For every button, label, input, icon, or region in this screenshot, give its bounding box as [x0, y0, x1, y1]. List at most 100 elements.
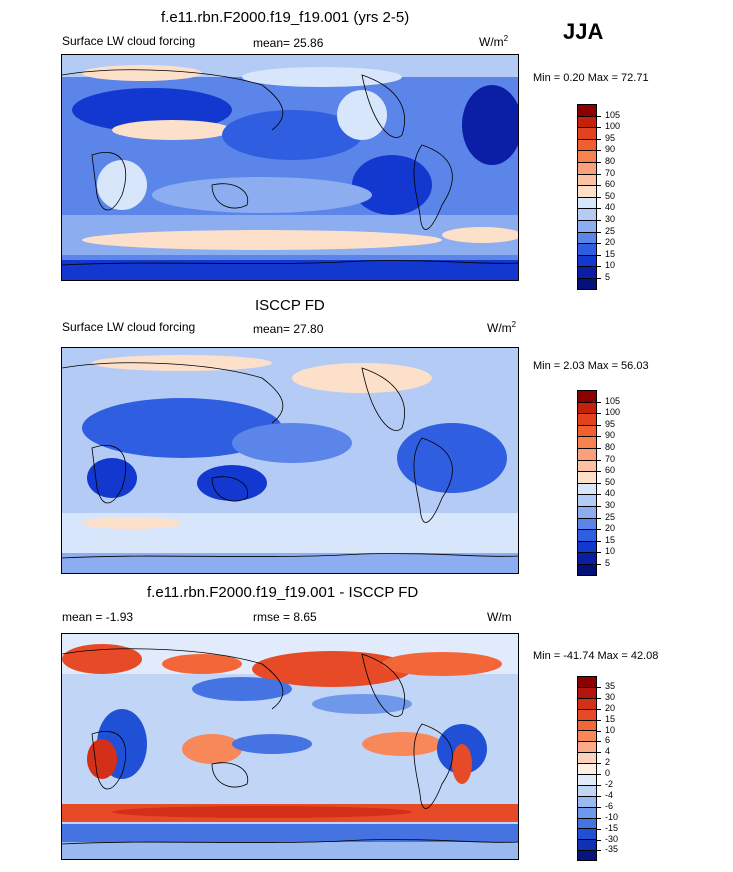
colorbar-tick [597, 220, 601, 221]
colorbar-tick [597, 785, 601, 786]
panel-2-swatch [577, 436, 597, 448]
panel-1-map-svg [62, 55, 518, 280]
colorbar-label: 25 [605, 511, 616, 522]
colorbar-tick [597, 517, 601, 519]
colorbar-tick [597, 719, 601, 721]
panel-2-map-svg [62, 348, 518, 573]
panel-3-minmax: Min = -41.74 Max = 42.08 [533, 650, 659, 662]
panel-3-swatch [577, 708, 597, 720]
colorbar-tick [597, 686, 601, 688]
panel-2-colorbar [577, 390, 597, 576]
colorbar-label: -4 [605, 789, 614, 800]
colorbar-tick [597, 697, 601, 699]
colorbar-label: 30 [605, 214, 616, 224]
colorbar-label: 80 [605, 442, 616, 452]
colorbar-tick [597, 552, 601, 554]
colorbar-label: 5 [605, 272, 611, 282]
colorbar-label: 4 [605, 746, 611, 757]
colorbar-tick [597, 254, 601, 256]
panel-3-swatch [577, 752, 597, 764]
colorbar-label: 50 [605, 476, 616, 487]
panel-1-map [61, 54, 519, 281]
colorbar-label: 95 [605, 418, 616, 429]
panel-3-units: W/m [487, 610, 512, 624]
panel-2-title: ISCCP FD [255, 297, 325, 314]
colorbar-tick [597, 127, 601, 129]
colorbar-tick [597, 741, 601, 743]
panel-1-swatch [577, 231, 597, 244]
panel-1-swatch [577, 115, 597, 128]
panel-2-swatch [577, 505, 597, 518]
panel-1-swatch [577, 185, 597, 197]
panel-2-swatch [577, 494, 597, 506]
colorbar-tick [597, 173, 601, 175]
colorbar-label: 6 [605, 735, 611, 746]
panel-3-swatch [577, 719, 597, 731]
panel-3-swatch [577, 839, 597, 851]
colorbar-label: -10 [605, 811, 619, 822]
panel-1-units: W/m2 [479, 34, 509, 49]
colorbar-label: 30 [605, 500, 616, 510]
panel-2-swatch [577, 563, 597, 576]
panel-3-swatch [577, 676, 597, 687]
colorbar-label: 20 [605, 702, 616, 713]
colorbar-label: 10 [605, 260, 616, 271]
colorbar-label: 30 [605, 691, 616, 702]
panel-1-swatch [577, 243, 597, 255]
colorbar-label: 15 [605, 534, 616, 545]
colorbar-label: 10 [605, 546, 616, 557]
colorbar-tick [597, 817, 601, 819]
colorbar-label: 10 [605, 724, 616, 735]
panel-2-swatch [577, 540, 597, 553]
panel-1-mean: mean= 25.86 [253, 36, 324, 50]
panel-2-minmax: Min = 2.03 Max = 56.03 [533, 360, 649, 372]
panel-3-swatch [577, 774, 597, 785]
colorbar-tick [597, 150, 601, 152]
colorbar-label: 60 [605, 465, 616, 476]
colorbar-tick [597, 795, 601, 797]
colorbar-label: 70 [605, 453, 616, 464]
panel-3-swatch [577, 763, 597, 775]
colorbar-label: 95 [605, 132, 616, 143]
colorbar-tick [597, 529, 601, 531]
colorbar-label: 15 [605, 713, 616, 724]
colorbar-tick [597, 413, 601, 415]
colorbar-tick [597, 774, 601, 776]
panel-3-swatch [577, 730, 597, 742]
colorbar-label: 15 [605, 248, 616, 259]
panel-1-swatch [577, 266, 597, 278]
panel-2-swatch [577, 482, 597, 495]
colorbar-label: 20 [605, 237, 616, 248]
panel-2-swatch [577, 471, 597, 483]
panel-2-swatch [577, 552, 597, 564]
panel-3-swatch [577, 784, 597, 796]
panel-3-swatch [577, 850, 597, 862]
panel-1-swatch [577, 254, 597, 267]
panel-1-swatch [577, 196, 597, 209]
panel-2-swatch [577, 529, 597, 541]
panel-1-swatch [577, 138, 597, 151]
colorbar-label: 70 [605, 167, 616, 178]
colorbar-label: 90 [605, 430, 616, 441]
colorbar-label: 35 [605, 680, 616, 691]
colorbar-label: 60 [605, 179, 616, 190]
colorbar-tick [597, 138, 601, 140]
colorbar-tick [597, 208, 601, 210]
panel-1-swatch [577, 104, 597, 116]
panel-3-swatch [577, 806, 597, 818]
colorbar-tick [597, 266, 601, 268]
panel-2-swatch [577, 459, 597, 472]
colorbar-tick [597, 115, 601, 117]
colorbar-tick [597, 185, 601, 187]
panel-2-swatch [577, 401, 597, 414]
colorbar-label: -2 [605, 779, 614, 789]
colorbar-label: 20 [605, 523, 616, 534]
season-label: JJA [563, 19, 604, 44]
colorbar-tick [597, 506, 601, 507]
colorbar-label: 50 [605, 190, 616, 201]
panel-1-swatch [577, 219, 597, 232]
colorbar-label: 0 [605, 768, 611, 779]
colorbar-tick [597, 459, 601, 461]
panel-1-variable-label: Surface LW cloud forcing [62, 34, 196, 48]
panel-3-map [61, 633, 519, 860]
